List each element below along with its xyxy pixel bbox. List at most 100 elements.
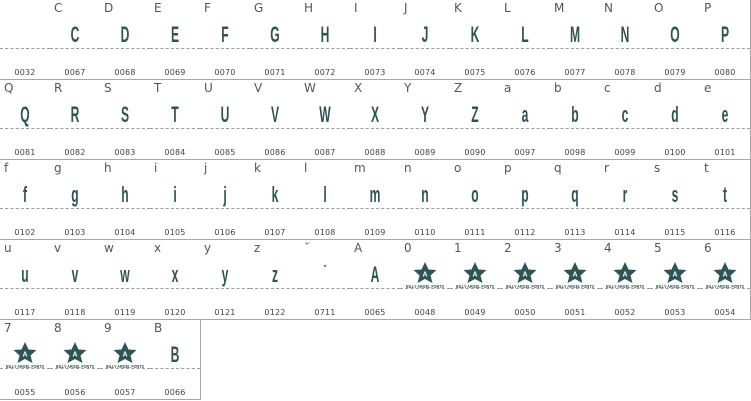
- glyph-sample: d: [671, 102, 679, 127]
- glyph-label: W: [304, 81, 316, 95]
- glyph-code: 0122: [264, 308, 286, 317]
- glyph-cell[interactable]: P P 0080: [700, 0, 751, 80]
- glyph-code: 0067: [64, 68, 86, 77]
- glyph-cell[interactable]: d d 0100: [650, 80, 701, 160]
- glyph-cell[interactable]: 5 A BILLY ARGEL FONTS 0053: [650, 240, 701, 320]
- glyph-code: 0050: [514, 308, 536, 317]
- svg-text:A: A: [522, 272, 527, 279]
- glyph-cell[interactable]: 3 A BILLY ARGEL FONTS 0051: [550, 240, 601, 320]
- glyph-cell[interactable]: 8 A BILLY ARGEL FONTS 0056: [50, 320, 101, 400]
- baseline-divider: [600, 128, 650, 129]
- glyph-cell[interactable]: o o 0111: [450, 160, 501, 240]
- glyph-cell[interactable]: g g 0103: [50, 160, 101, 240]
- glyph-sample: L: [521, 22, 529, 47]
- glyph-cell[interactable]: V V 0086: [250, 80, 301, 160]
- glyph-cell[interactable]: B B 0066: [150, 320, 201, 400]
- glyph-cell[interactable]: 0032: [0, 0, 51, 80]
- glyph-cell[interactable]: u u 0117: [0, 240, 51, 320]
- glyph-code: 0083: [114, 148, 136, 157]
- glyph-cell[interactable]: 9 A BILLY ARGEL FONTS 0057: [100, 320, 151, 400]
- glyph-cell[interactable]: r r 0114: [600, 160, 651, 240]
- glyph-cell[interactable]: j j 0106: [200, 160, 251, 240]
- glyph-code: 0055: [14, 388, 36, 397]
- glyph-code: 0052: [614, 308, 636, 317]
- glyph-cell[interactable]: n n 0110: [400, 160, 451, 240]
- glyph-cell[interactable]: J J 0074: [400, 0, 451, 80]
- glyph-cell[interactable]: 0 A BILLY ARGEL FONTS 0048: [400, 240, 451, 320]
- glyph-cell[interactable]: y y 0121: [200, 240, 251, 320]
- glyph-cell[interactable]: O O 0079: [650, 0, 701, 80]
- baseline-divider: [0, 368, 50, 369]
- glyph-cell[interactable]: U U 0085: [200, 80, 251, 160]
- glyph-cell[interactable]: x x 0120: [150, 240, 201, 320]
- baseline-divider: [400, 128, 450, 129]
- glyph-cell[interactable]: N N 0078: [600, 0, 651, 80]
- glyph-label: l: [304, 161, 308, 175]
- glyph-cell[interactable]: W W 0087: [300, 80, 351, 160]
- glyph-cell[interactable]: w w 0119: [100, 240, 151, 320]
- glyph-cell[interactable]: 4 A BILLY ARGEL FONTS 0052: [600, 240, 651, 320]
- glyph-code: 0051: [564, 308, 586, 317]
- glyph-cell[interactable]: K K 0075: [450, 0, 501, 80]
- glyph-cell[interactable]: X X 0088: [350, 80, 401, 160]
- baseline-divider: [250, 128, 300, 129]
- glyph-cell[interactable]: L L 0076: [500, 0, 551, 80]
- glyph-cell[interactable]: q q 0113: [550, 160, 601, 240]
- glyph-cell[interactable]: D D 0068: [100, 0, 151, 80]
- glyph-cell[interactable]: c c 0099: [600, 80, 651, 160]
- glyph-cell[interactable]: e e 0101: [700, 80, 751, 160]
- glyph-cell[interactable]: b b 0098: [550, 80, 601, 160]
- glyph-label: B: [154, 321, 163, 335]
- glyph-code: 0711: [314, 308, 336, 317]
- glyph-cell[interactable]: T T 0084: [150, 80, 201, 160]
- glyph-cell[interactable]: f f 0102: [0, 160, 51, 240]
- glyph-code: 0107: [264, 228, 286, 237]
- glyph-cell[interactable]: l l 0108: [300, 160, 351, 240]
- glyph-cell[interactable]: k k 0107: [250, 160, 301, 240]
- glyph-cell[interactable]: H H 0072: [300, 0, 351, 80]
- glyph-cell[interactable]: 2 A BILLY ARGEL FONTS 0050: [500, 240, 551, 320]
- glyph-cell[interactable]: ˇ ˇ 0711: [300, 240, 351, 320]
- glyph-cell[interactable]: Z Z 0090: [450, 80, 501, 160]
- glyph-cell[interactable]: I I 0073: [350, 0, 401, 80]
- glyph-label: R: [54, 81, 63, 95]
- baseline-divider: [50, 48, 100, 49]
- glyph-cell[interactable]: M M 0077: [550, 0, 601, 80]
- glyph-cell[interactable]: 7 A BILLY ARGEL FONTS 0055: [0, 320, 51, 400]
- glyph-label: M: [554, 1, 565, 15]
- glyph-cell[interactable]: A A 0065: [350, 240, 401, 320]
- glyph-cell[interactable]: t t 0116: [700, 160, 751, 240]
- glyph-cell[interactable]: i i 0105: [150, 160, 201, 240]
- glyph-cell[interactable]: m m 0109: [350, 160, 401, 240]
- baseline-divider: [350, 208, 400, 209]
- glyph-cell[interactable]: Q Q 0081: [0, 80, 51, 160]
- glyph-cell[interactable]: G G 0071: [250, 0, 301, 80]
- glyph-cell[interactable]: a a 0097: [500, 80, 551, 160]
- glyph-cell[interactable]: C C 0067: [50, 0, 101, 80]
- glyph-sample: N: [620, 22, 630, 47]
- glyph-cell[interactable]: s s 0115: [650, 160, 701, 240]
- glyph-cell[interactable]: Y Y 0089: [400, 80, 451, 160]
- glyph-cell[interactable]: S S 0083: [100, 80, 151, 160]
- glyph-cell[interactable]: z z 0122: [250, 240, 301, 320]
- glyph-sample: q: [571, 182, 579, 207]
- glyph-cell[interactable]: p p 0112: [500, 160, 551, 240]
- billy-argel-fonts-logo-icon: A BILLY ARGEL FONTS: [650, 261, 700, 289]
- baseline-divider: [0, 288, 50, 289]
- glyph-code: 0089: [414, 148, 436, 157]
- glyph-cell[interactable]: 6 A BILLY ARGEL FONTS 0054: [700, 240, 751, 320]
- glyph-cell[interactable]: E E 0069: [150, 0, 201, 80]
- glyph-cell[interactable]: R R 0082: [50, 80, 101, 160]
- baseline-divider: [700, 48, 750, 49]
- glyph-code: 0068: [114, 68, 136, 77]
- baseline-divider: [200, 288, 250, 289]
- glyph-cell[interactable]: 1 A BILLY ARGEL FONTS 0049: [450, 240, 501, 320]
- glyph-cell[interactable]: h h 0104: [100, 160, 151, 240]
- glyph-cell[interactable]: v v 0118: [50, 240, 101, 320]
- glyph-cell[interactable]: F F 0070: [200, 0, 251, 80]
- glyph-label: H: [304, 1, 314, 15]
- baseline-divider: [0, 208, 50, 209]
- glyph-code: 0109: [364, 228, 386, 237]
- glyph-label: 6: [704, 241, 712, 255]
- glyph-label: N: [604, 1, 613, 15]
